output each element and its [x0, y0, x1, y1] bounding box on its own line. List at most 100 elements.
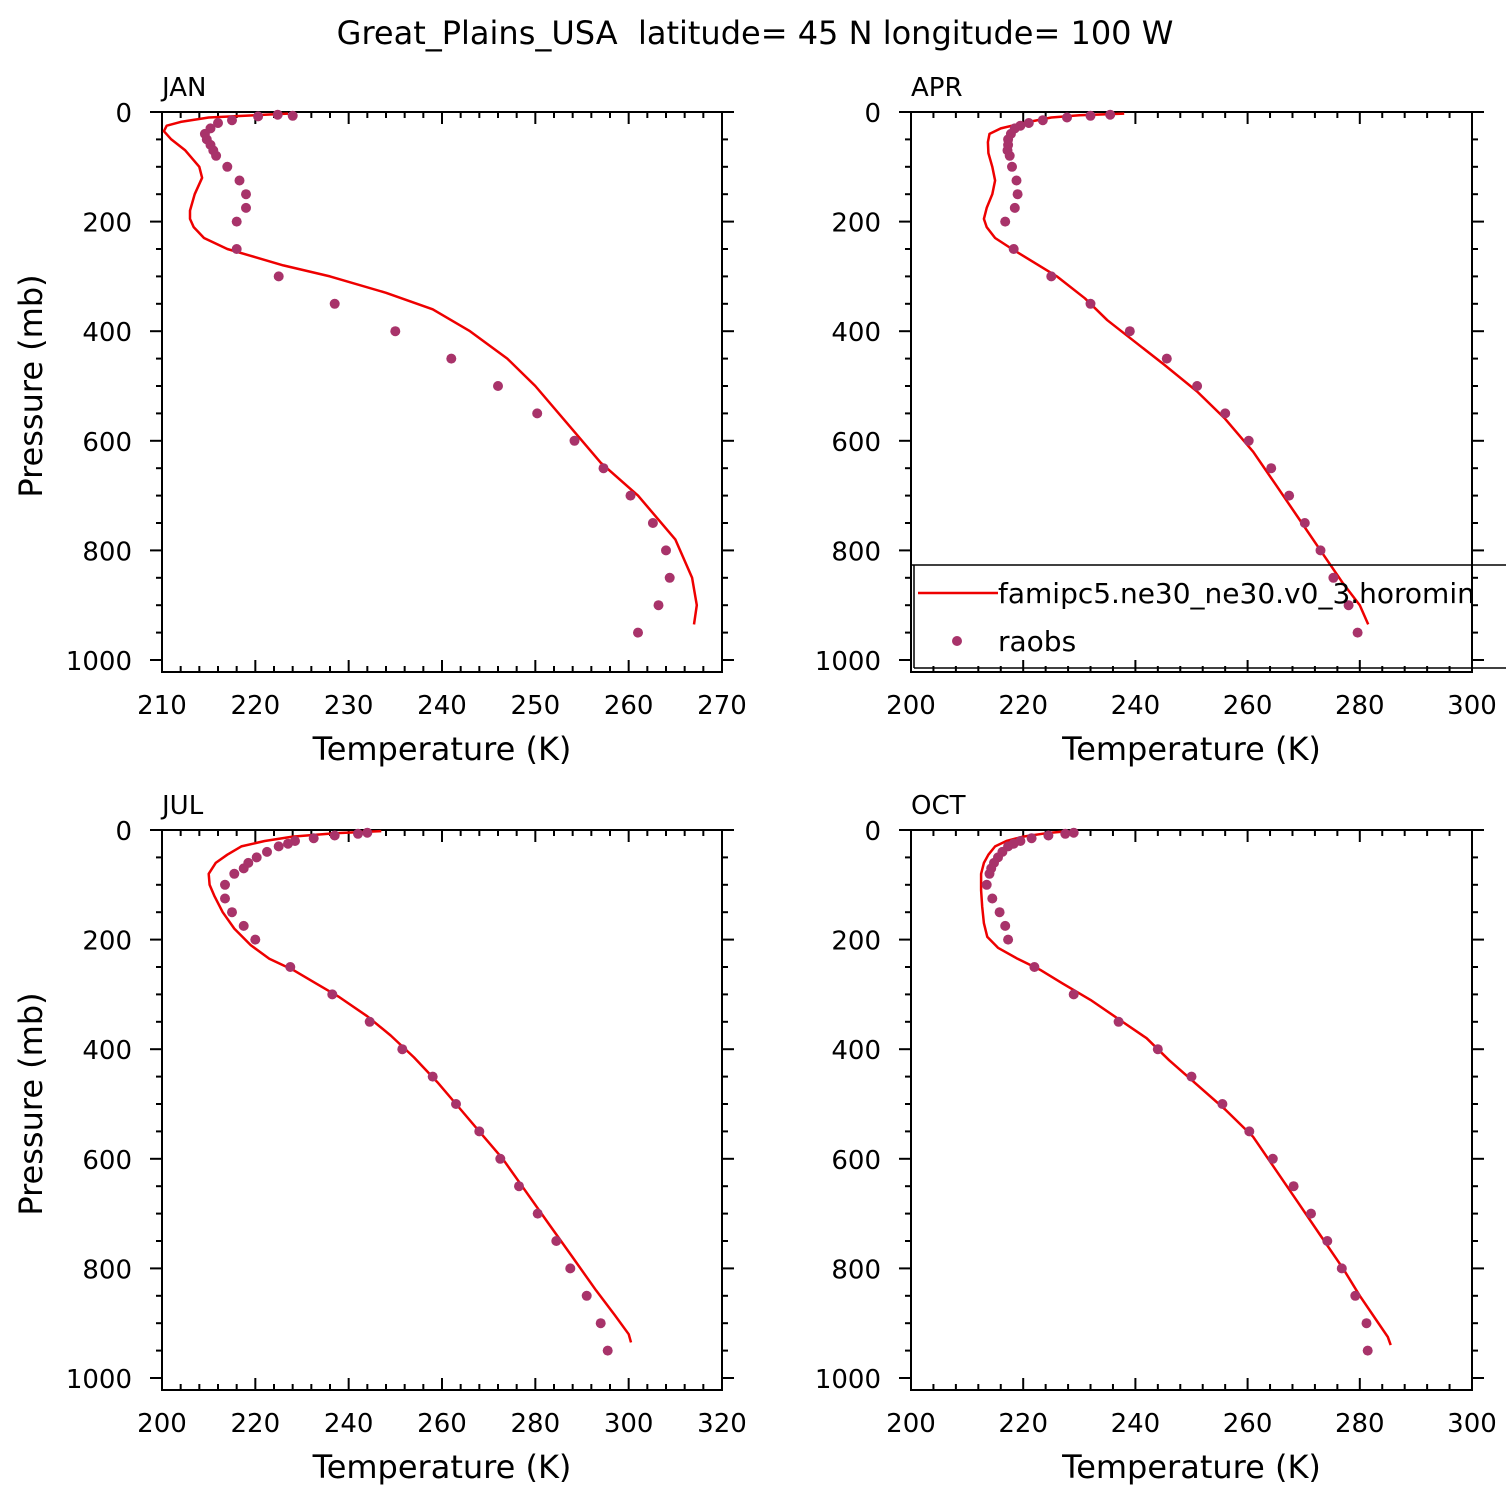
obs-point — [1009, 202, 1020, 213]
x-tick-label: 220 — [231, 1409, 281, 1439]
obs-point — [595, 1318, 606, 1329]
panel-label: APR — [911, 73, 963, 103]
y-tick-label: 800 — [82, 1255, 132, 1285]
obs-point — [1029, 962, 1040, 972]
obs-point — [1186, 1071, 1197, 1082]
obs-point — [1043, 830, 1054, 841]
obs-point — [1217, 1099, 1228, 1109]
obs-point — [220, 879, 230, 890]
obs-point — [1343, 600, 1354, 611]
obs-point — [1003, 934, 1014, 945]
obs-point — [1062, 112, 1072, 123]
x-tick-label: 260 — [1223, 1409, 1273, 1439]
plot-frame — [910, 829, 1473, 1391]
y-tick-label: 600 — [831, 1146, 881, 1176]
panel-label: JAN — [160, 73, 206, 103]
x-tick-label: 300 — [1447, 1409, 1497, 1439]
x-tick-label: 300 — [604, 1409, 654, 1439]
obs-point — [1152, 1044, 1163, 1055]
y-tick-label: 600 — [82, 428, 132, 458]
y-tick-label: 600 — [831, 428, 881, 458]
obs-point — [1266, 463, 1277, 474]
obs-point — [1007, 161, 1017, 172]
obs-point — [272, 109, 283, 120]
y-tick-label: 800 — [831, 537, 881, 567]
x-tick-label: 220 — [998, 691, 1048, 721]
y-tick-label: 1000 — [66, 1365, 132, 1395]
obs-point — [1046, 271, 1057, 282]
obs-point — [661, 545, 671, 556]
legend-model-label: famipc5.ne30_ne30.v0_3.horomin — [998, 577, 1475, 610]
obs-point — [1192, 381, 1203, 391]
obs-point — [251, 852, 262, 863]
y-tick-label: 1000 — [815, 647, 881, 677]
obs-point — [1284, 490, 1295, 501]
obs-point — [287, 110, 298, 121]
y-tick-label: 400 — [831, 318, 881, 348]
obs-point — [1306, 1208, 1316, 1219]
x-tick-label: 240 — [324, 1409, 374, 1439]
x-tick-label: 210 — [137, 691, 187, 721]
obs-point — [1012, 189, 1023, 200]
obs-point — [1299, 518, 1310, 528]
obs-point — [241, 202, 251, 213]
model-line — [979, 829, 1392, 1346]
model-line — [982, 112, 1370, 625]
y-tick-label: 0 — [864, 99, 881, 129]
obs-point — [551, 1236, 562, 1246]
panel-oct: 200 220 240 260 280 300 0 200 400 600 800 1000 OCT Te… — [815, 791, 1497, 1486]
obs-point — [647, 518, 658, 528]
obs-point — [231, 244, 242, 254]
obs-point — [390, 326, 401, 337]
obs-point — [1026, 833, 1037, 844]
obs-point — [984, 868, 995, 879]
obs-point — [633, 627, 643, 638]
obs-point — [364, 1016, 375, 1027]
obs-point — [227, 907, 237, 918]
figure-title: Great_Plains_USA latitude= 45 N longitud… — [337, 14, 1174, 52]
x-tick-label: 280 — [511, 1409, 561, 1439]
plot-frame — [161, 829, 723, 1391]
obs-point — [1362, 1345, 1373, 1356]
obs-point — [495, 1153, 506, 1164]
obs-point — [532, 1208, 543, 1219]
y-tick-label: 400 — [831, 1036, 881, 1066]
obs-point — [446, 353, 457, 364]
obs-point — [250, 934, 261, 945]
x-tick-label: 260 — [417, 1409, 467, 1439]
obs-point — [1243, 435, 1254, 446]
y-tick-label: 1000 — [815, 1365, 881, 1395]
obs-point — [474, 1126, 485, 1137]
y-tick-label: 0 — [115, 817, 132, 847]
panel-label: JUL — [160, 791, 204, 821]
obs-point — [1315, 545, 1326, 556]
y-tick-label: 0 — [115, 99, 132, 129]
obs-point — [1060, 828, 1071, 839]
x-axis-label: Temperature (K) — [312, 730, 572, 768]
obs-point — [273, 841, 284, 852]
panel-jan: 210 220 230 240 250 260 270 0 200 400 600 800 1000 JA… — [12, 73, 747, 768]
obs-point — [1085, 298, 1096, 309]
x-tick-label: 270 — [697, 691, 747, 721]
x-tick-label: 200 — [886, 1409, 936, 1439]
obs-point — [427, 1071, 438, 1082]
obs-point — [1113, 1016, 1124, 1027]
obs-point — [602, 1345, 613, 1356]
x-tick-label: 260 — [1223, 691, 1273, 721]
obs-point — [625, 490, 636, 501]
panel-apr: 200 220 240 260 280 300 0 200 400 600 800 1000 APR Te… — [815, 73, 1497, 768]
obs-point — [569, 435, 580, 446]
y-axis-label: Pressure (mb) — [12, 274, 50, 497]
x-tick-label: 280 — [1335, 691, 1385, 721]
obs-point — [329, 298, 340, 309]
obs-point — [362, 827, 373, 838]
legend-obs-label: raobs — [998, 625, 1076, 658]
y-tick-label: 600 — [82, 1146, 132, 1176]
x-tick-label: 300 — [1447, 691, 1497, 721]
x-tick-label: 240 — [1111, 1409, 1161, 1439]
obs-point — [664, 572, 675, 583]
x-axis-label: Temperature (K) — [1061, 1448, 1321, 1486]
obs-point — [1004, 150, 1015, 161]
obs-point — [994, 907, 1005, 918]
obs-point — [213, 118, 223, 128]
